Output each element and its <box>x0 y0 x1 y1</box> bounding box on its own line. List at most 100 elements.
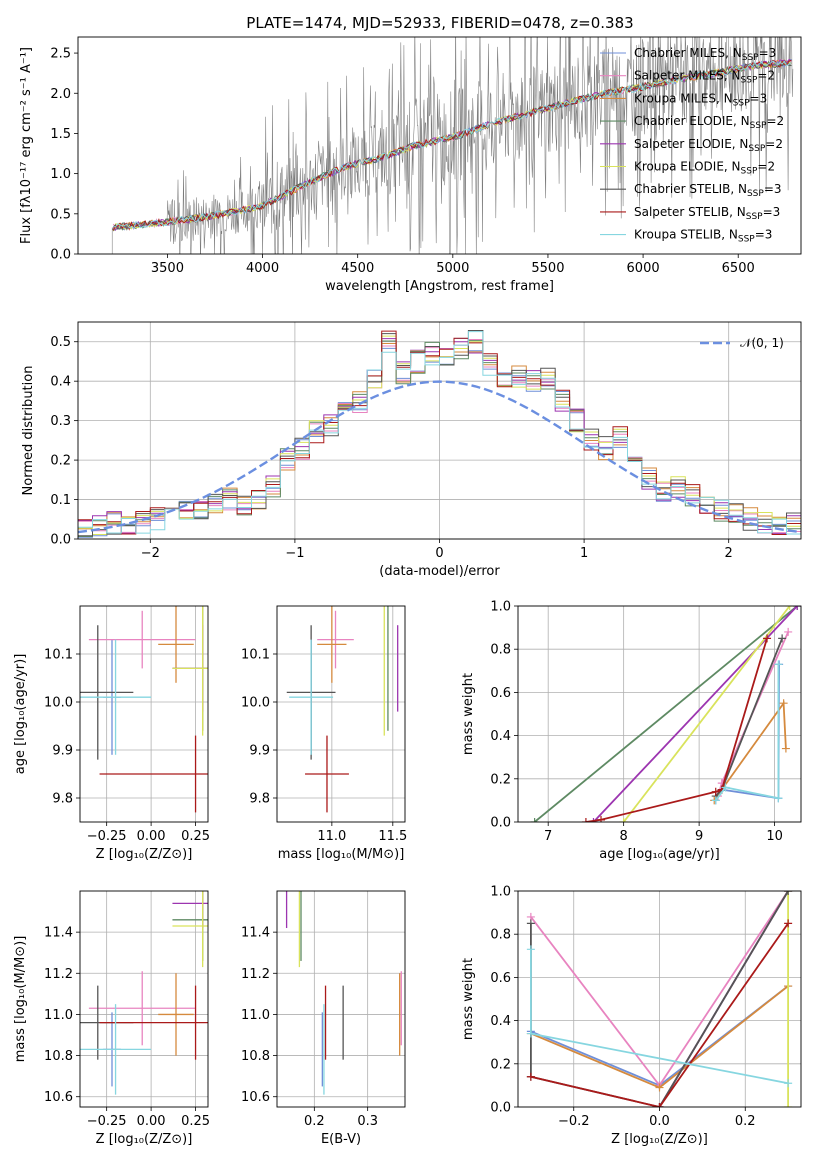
mass-weight-marker <box>526 1029 535 1038</box>
mw-age-panel-plot <box>530 606 801 822</box>
axes-frame <box>276 605 406 823</box>
chart-title: PLATE=1474, MJD=52933, FIBERID=0478, z=0… <box>246 14 633 32</box>
y-tick-label: 10.8 <box>241 1049 270 1064</box>
y-tick-label: 10.0 <box>44 696 73 711</box>
x-tick-label: 9 <box>695 829 703 844</box>
axes-frame <box>79 605 209 823</box>
mass-ebv-panel-plot <box>285 891 402 1095</box>
mass-weight-marker <box>589 818 598 822</box>
y-tick-label: 10.8 <box>44 1049 73 1064</box>
x-tick-label: −1 <box>285 546 304 561</box>
mass-weight-marker <box>526 919 535 928</box>
y-tick-label: 11.0 <box>241 1008 270 1023</box>
axes-frame <box>77 36 802 255</box>
histogram-panel-plot <box>78 330 801 538</box>
x-axis-label: age [log₁₀(age/yr)] <box>599 847 720 862</box>
model-line-chabrier-stelib <box>112 59 792 231</box>
y-tick-label: 0.8 <box>490 928 511 943</box>
observed-spectrum <box>111 37 794 254</box>
spectrum-panel-plot <box>111 37 794 254</box>
y-tick-label: 0.8 <box>490 643 511 658</box>
mass-weight-marker <box>597 815 606 822</box>
mass-weight-line <box>534 606 798 822</box>
legend-entry: Chabrier STELIB, NSSP=3 <box>634 182 782 199</box>
y-tick-label: 0.6 <box>490 971 511 986</box>
spectrum-panel: 3500 4000 4500 5000 5500 6000 6500 0.0 0.5 1.0 1.5… <box>19 14 802 294</box>
mass-weight-marker <box>530 818 539 822</box>
y-tick-label: 10.6 <box>241 1090 270 1105</box>
x-tick-label: 10 <box>766 829 783 844</box>
y-tick-label: 0.5 <box>50 335 71 350</box>
x-axis-label: mass [log₁₀(M/M⊙)] <box>278 847 405 862</box>
mass-weight-line <box>530 922 789 1107</box>
spectrum-panel-ticks: 3500 4000 4500 5000 5500 6000 6500 0.0 0.5 1.0 1.5… <box>50 47 754 276</box>
x-tick-label: 0.25 <box>181 829 210 844</box>
y-tick-label: 1.0 <box>490 885 511 900</box>
legend-entry: Salpeter MILES, NSSP=2 <box>634 69 775 86</box>
mass-weight-marker <box>774 660 783 669</box>
legend-entry: Chabrier ELODIE, NSSP=2 <box>634 114 784 131</box>
mass-weight-marker <box>785 606 794 610</box>
mass-weight-marker <box>793 606 801 610</box>
age-Z-panel-ticks: −0.25 0.00 0.25 9.8 9.9 10.0 10.1 <box>44 606 210 844</box>
y-axis-label: mass weight <box>461 673 476 755</box>
mass-weight-marker <box>619 818 628 822</box>
y-tick-label: 0.2 <box>490 1057 511 1072</box>
histogram-panel: −2 −1 0 1 2 0.0 0.1 0.2 0.3 0.4 0.5 (data-model)/er… <box>21 321 802 579</box>
x-tick-label: 6500 <box>722 261 755 276</box>
y-axis-label: mass weight <box>461 958 476 1040</box>
y-tick-label: 0.4 <box>490 1014 511 1029</box>
y-tick-label: 0.6 <box>490 686 511 701</box>
y-tick-label: 10.6 <box>44 1090 73 1105</box>
age-Z-panel: −0.25 0.00 0.25 9.8 9.9 10.0 10.1 Z [log₁₀(Z/Z⊙… <box>13 605 210 862</box>
mass-weight-marker <box>526 945 535 954</box>
legend-entry: 𝒩(0, 1) <box>740 336 784 350</box>
y-tick-label: 1.0 <box>490 600 511 615</box>
y-tick-label: 11.4 <box>44 926 73 941</box>
histogram-panel-ticks: −2 −1 0 1 2 0.0 0.1 0.2 0.3 0.4 0.5 <box>50 322 801 561</box>
legend-entry: Kroupa MILES, NSSP=3 <box>634 91 767 108</box>
x-axis-label: (data-model)/error <box>379 564 500 579</box>
axes-frame <box>79 890 209 1108</box>
legend: Chabrier MILES, NSSP=3 Salpeter MILES, NS… <box>600 46 784 245</box>
mass-weight-line <box>714 664 780 801</box>
x-tick-label: 5500 <box>531 261 564 276</box>
x-tick-label: 11.0 <box>317 829 346 844</box>
x-tick-label: 7 <box>544 829 552 844</box>
x-tick-label: −0.25 <box>87 829 127 844</box>
x-tick-label: 0.00 <box>137 829 166 844</box>
age-mass-panel: 11.0 11.5 9.8 9.9 10.0 10.1 mass [log₁₀(M/M⊙)] <box>241 605 407 862</box>
mw-Z-panel: −0.2 0.0 0.2 0.0 0.2 0.4 0.6 0.8 1.0 Z [log₁₀(Z/Z… <box>461 885 802 1147</box>
mass-Z-panel: −0.25 0.00 0.25 10.6 10.8 11.0 11.2 11.4 Z [log₁… <box>13 890 210 1147</box>
x-tick-label: 0.2 <box>735 1114 756 1129</box>
mass-weight-marker <box>784 627 793 636</box>
y-tick-label: 0.0 <box>50 533 71 548</box>
y-tick-label: 9.8 <box>52 792 73 807</box>
y-tick-label: 2.0 <box>50 87 71 102</box>
y-tick-label: 0.0 <box>50 248 71 263</box>
x-tick-label: 11.5 <box>378 829 407 844</box>
y-tick-label: 1.0 <box>50 167 71 182</box>
mass-weight-marker <box>778 634 787 643</box>
axes-frame <box>517 890 802 1108</box>
x-axis-label: Z [log₁₀(Z/Z⊙)] <box>611 1132 708 1147</box>
y-tick-label: 0.2 <box>490 772 511 787</box>
histogram-step <box>78 331 801 535</box>
age-Z-panel-plot <box>80 606 208 813</box>
x-tick-label: 4000 <box>246 261 279 276</box>
x-axis-label: E(B-V) <box>321 1132 361 1147</box>
y-tick-label: 1.5 <box>50 127 71 142</box>
mass-weight-marker <box>711 796 720 805</box>
model-line-kroupa-stelib <box>113 60 792 230</box>
mass-weight-marker <box>784 919 793 928</box>
x-tick-label: 3500 <box>151 261 184 276</box>
legend-entry: Salpeter STELIB, NSSP=3 <box>634 205 780 222</box>
axes-frame <box>517 605 802 823</box>
x-tick-label: 6000 <box>627 261 660 276</box>
x-tick-label: −0.25 <box>87 1114 127 1129</box>
x-axis-label: Z [log₁₀(Z/Z⊙)] <box>96 847 193 862</box>
y-tick-label: 10.0 <box>241 696 270 711</box>
x-tick-label: 4500 <box>341 261 374 276</box>
y-tick-label: 11.4 <box>241 926 270 941</box>
